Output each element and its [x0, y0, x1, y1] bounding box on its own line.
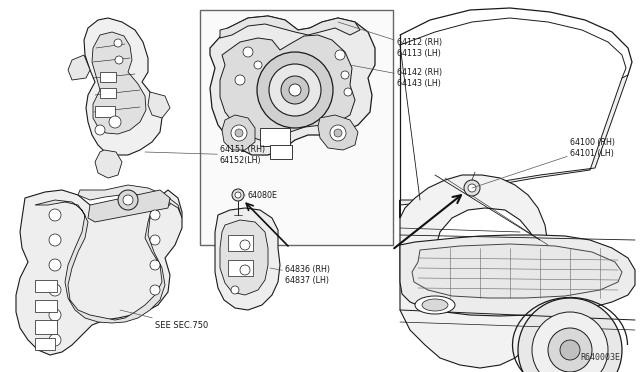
Polygon shape: [400, 175, 548, 368]
Circle shape: [49, 209, 61, 221]
Circle shape: [49, 259, 61, 271]
Circle shape: [560, 340, 580, 360]
Bar: [35, 300, 57, 312]
Circle shape: [518, 298, 622, 372]
Circle shape: [235, 75, 245, 85]
Polygon shape: [16, 190, 182, 355]
Polygon shape: [88, 190, 170, 222]
Circle shape: [254, 61, 262, 69]
Circle shape: [49, 284, 61, 296]
Circle shape: [150, 235, 160, 245]
Text: 64100 (RH)
64101 (LH): 64100 (RH) 64101 (LH): [472, 138, 615, 188]
Circle shape: [330, 125, 346, 141]
Circle shape: [109, 116, 121, 128]
Circle shape: [334, 129, 342, 137]
Circle shape: [95, 125, 105, 135]
Bar: [228, 260, 253, 276]
Polygon shape: [220, 16, 360, 38]
Text: SEE SEC.750: SEE SEC.750: [120, 310, 208, 330]
Bar: [35, 280, 57, 292]
Polygon shape: [412, 244, 622, 298]
Circle shape: [115, 56, 123, 64]
Bar: [35, 320, 57, 334]
Text: 64151 (RH)
64152(LH): 64151 (RH) 64152(LH): [145, 145, 265, 165]
Polygon shape: [148, 92, 170, 118]
Polygon shape: [35, 198, 170, 323]
Bar: [95, 106, 115, 117]
Circle shape: [231, 286, 239, 294]
Polygon shape: [220, 35, 355, 140]
Ellipse shape: [415, 296, 455, 314]
Circle shape: [231, 125, 247, 141]
Polygon shape: [210, 16, 375, 155]
Circle shape: [114, 39, 122, 47]
Ellipse shape: [422, 299, 448, 311]
Polygon shape: [95, 150, 122, 178]
Circle shape: [344, 88, 352, 96]
Polygon shape: [400, 235, 635, 316]
Circle shape: [257, 52, 333, 128]
Circle shape: [281, 76, 309, 104]
Polygon shape: [84, 18, 162, 155]
Circle shape: [235, 129, 243, 137]
Circle shape: [118, 190, 138, 210]
Polygon shape: [220, 220, 268, 295]
Circle shape: [123, 195, 133, 205]
Circle shape: [150, 285, 160, 295]
Circle shape: [341, 71, 349, 79]
Circle shape: [261, 131, 269, 139]
Text: 64836 (RH)
64837 (LH): 64836 (RH) 64837 (LH): [270, 265, 330, 285]
Circle shape: [548, 328, 592, 372]
Polygon shape: [78, 185, 182, 218]
Bar: [200, 10, 393, 245]
Circle shape: [240, 240, 250, 250]
Bar: [270, 145, 292, 159]
Circle shape: [281, 134, 289, 142]
Circle shape: [49, 309, 61, 321]
Circle shape: [235, 192, 241, 198]
Text: 64112 (RH)
64113 (LH): 64112 (RH) 64113 (LH): [338, 22, 442, 58]
Circle shape: [49, 234, 61, 246]
Polygon shape: [400, 75, 628, 205]
Circle shape: [464, 180, 480, 196]
Polygon shape: [68, 55, 90, 80]
Polygon shape: [318, 115, 358, 150]
Circle shape: [335, 50, 345, 60]
Bar: [228, 235, 253, 251]
Circle shape: [240, 265, 250, 275]
Circle shape: [243, 47, 253, 57]
Circle shape: [232, 189, 244, 201]
Text: 64142 (RH)
64143 (LH): 64142 (RH) 64143 (LH): [350, 65, 442, 88]
Circle shape: [468, 184, 476, 192]
Circle shape: [532, 312, 608, 372]
Bar: [35, 338, 55, 350]
Polygon shape: [92, 32, 146, 134]
Circle shape: [269, 64, 321, 116]
Circle shape: [150, 260, 160, 270]
Text: R640003E: R640003E: [580, 353, 620, 362]
Bar: [260, 128, 290, 146]
Circle shape: [289, 84, 301, 96]
Bar: [100, 72, 116, 82]
Bar: [100, 88, 116, 98]
Circle shape: [49, 334, 61, 346]
Text: 64080E: 64080E: [244, 192, 278, 201]
Polygon shape: [222, 115, 255, 150]
Circle shape: [150, 210, 160, 220]
Polygon shape: [215, 208, 280, 310]
